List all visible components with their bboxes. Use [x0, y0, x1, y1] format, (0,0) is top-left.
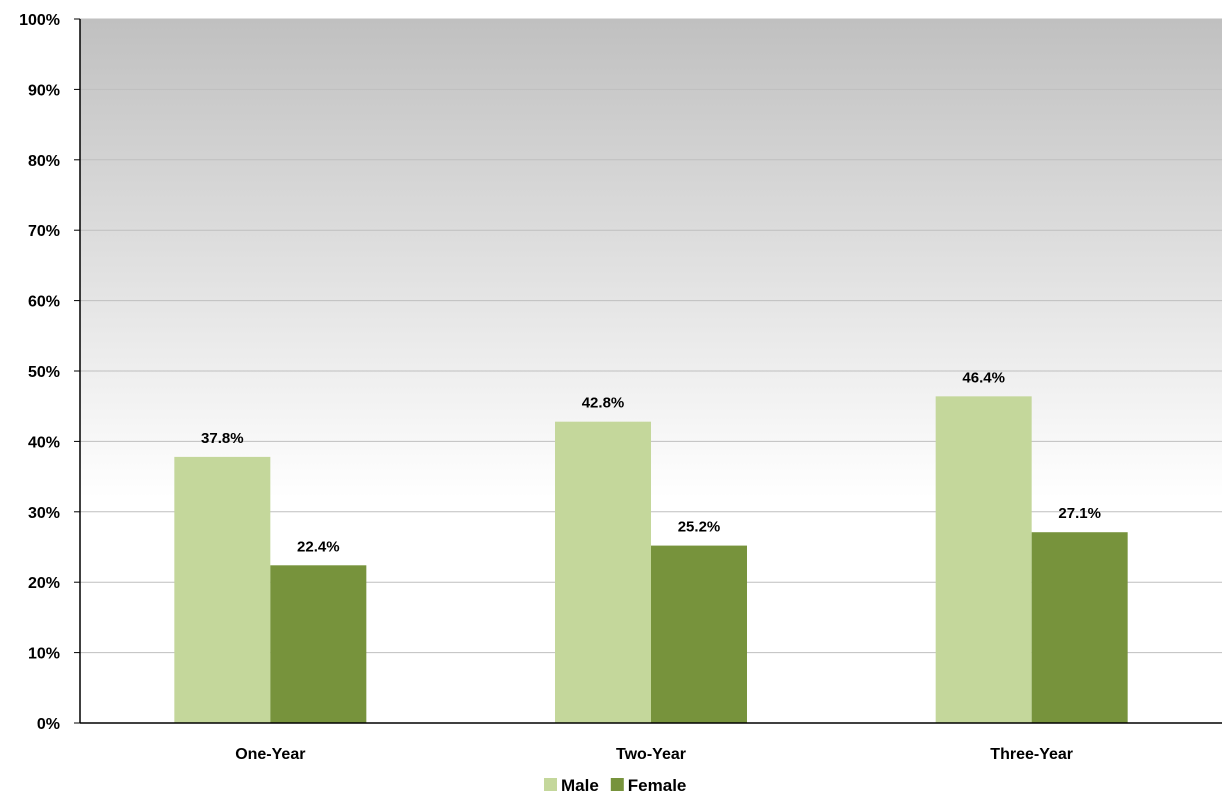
- legend: Male Female: [544, 776, 686, 795]
- y-tick-label: 70%: [28, 223, 60, 240]
- data-label-male: 42.8%: [582, 395, 625, 412]
- y-tick-label: 0%: [37, 716, 60, 733]
- bar-male: [555, 421, 651, 723]
- x-tick-label: Two-Year: [616, 746, 686, 763]
- x-tick-label: One-Year: [235, 746, 305, 763]
- bar-male: [174, 456, 271, 723]
- legend-swatch-female: [610, 778, 624, 791]
- data-label-female: 25.2%: [678, 519, 721, 536]
- data-label-male: 37.8%: [201, 430, 244, 447]
- bar-female: [1031, 532, 1128, 723]
- y-tick-label: 90%: [28, 82, 60, 99]
- data-label-male: 46.4%: [962, 369, 1005, 386]
- bar-female: [270, 565, 367, 723]
- legend-swatch-male: [544, 778, 557, 791]
- y-tick-label: 50%: [28, 364, 60, 381]
- bar-male: [935, 396, 1032, 723]
- y-tick-label: 80%: [28, 153, 60, 170]
- y-tick-label: 20%: [28, 575, 60, 592]
- legend-label-female: Female: [628, 776, 687, 795]
- x-tick-label: Three-Year: [990, 746, 1073, 763]
- bars: [174, 396, 1128, 723]
- y-tick-label: 40%: [28, 434, 60, 451]
- legend-label-male: Male: [561, 776, 599, 795]
- y-axis-ticks: 0% 10% 20% 30% 40% 50% 60% 70% 80% 90% 100%: [19, 12, 80, 733]
- data-labels: 37.8% 22.4% 42.8% 25.2% 46.4% 27.1%: [201, 369, 1101, 555]
- bar-female: [651, 545, 747, 723]
- y-tick-label: 100%: [19, 12, 60, 29]
- y-tick-label: 10%: [28, 646, 60, 663]
- x-axis-ticks: One-Year Two-Year Three-Year: [235, 746, 1073, 763]
- data-label-female: 22.4%: [297, 538, 340, 555]
- y-tick-label: 30%: [28, 505, 60, 522]
- data-label-female: 27.1%: [1058, 505, 1101, 522]
- y-tick-label: 60%: [28, 294, 60, 311]
